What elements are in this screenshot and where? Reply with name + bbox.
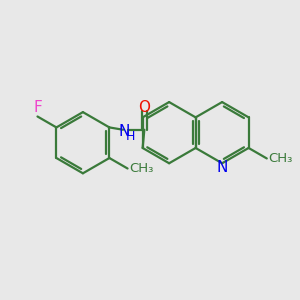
Text: H: H (125, 130, 135, 143)
Text: CH₃: CH₃ (129, 162, 153, 175)
Text: O: O (138, 100, 150, 115)
Text: N: N (119, 124, 130, 139)
Text: F: F (33, 100, 42, 115)
Text: N: N (216, 160, 228, 175)
Text: CH₃: CH₃ (268, 152, 292, 165)
